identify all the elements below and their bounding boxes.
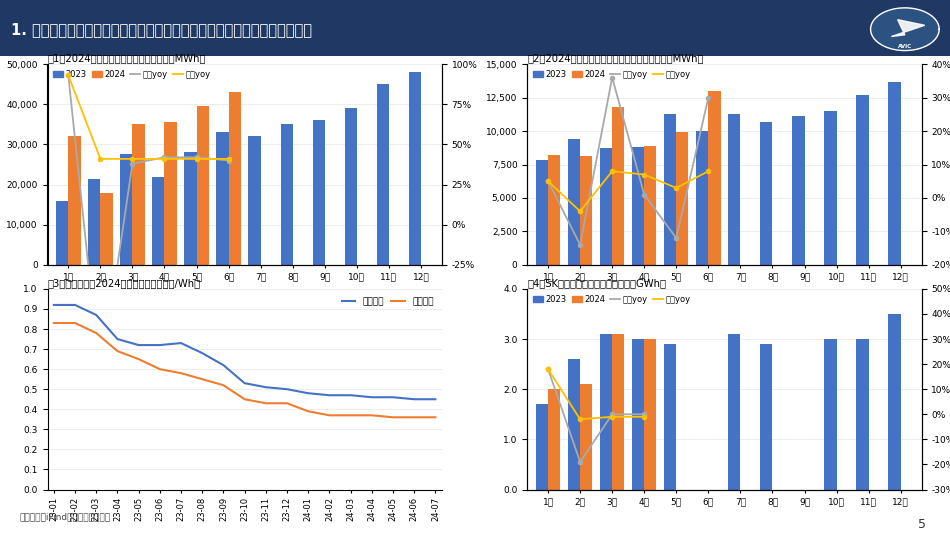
Bar <box>888 314 901 490</box>
Bar <box>164 123 177 265</box>
Text: AVIC: AVIC <box>898 43 912 49</box>
Bar <box>249 136 260 265</box>
Text: 5: 5 <box>919 518 926 531</box>
Bar <box>825 111 837 265</box>
Bar <box>56 201 68 265</box>
Bar <box>664 114 676 265</box>
Bar <box>632 147 644 265</box>
Bar <box>377 84 389 265</box>
Text: 图2：2024年以来锂电池出口同比去年略有增长（MWh）: 图2：2024年以来锂电池出口同比去年略有增长（MWh） <box>527 54 704 64</box>
Bar <box>345 108 357 265</box>
Bar <box>729 334 740 490</box>
Bar <box>121 155 132 265</box>
Bar <box>709 91 720 265</box>
Bar <box>568 139 580 265</box>
Bar <box>217 132 229 265</box>
Bar <box>197 106 209 265</box>
Bar <box>548 155 560 265</box>
Bar <box>580 156 592 265</box>
Bar <box>760 344 772 490</box>
Bar <box>568 359 580 490</box>
Bar <box>792 116 805 265</box>
Bar <box>580 384 592 490</box>
Text: 图1：2024年以来锂电池装机量稳步增长（MWh）: 图1：2024年以来锂电池装机量稳步增长（MWh） <box>48 54 206 64</box>
Legend: 2023, 2024, 单月yoy, 累计yoy: 2023, 2024, 单月yoy, 累计yoy <box>51 68 213 81</box>
Text: 图4：SK全球电池销量增长陷入停滞（GWh）: 图4：SK全球电池销量增长陷入停滞（GWh） <box>527 278 666 288</box>
Bar <box>152 177 164 265</box>
Bar <box>548 389 560 490</box>
Bar <box>536 160 548 265</box>
Bar <box>612 334 624 490</box>
Bar <box>313 120 325 265</box>
Text: 资料来源：iFind，中航证券研究所: 资料来源：iFind，中航证券研究所 <box>19 513 110 522</box>
Polygon shape <box>870 8 940 50</box>
Legend: 2023, 2024, 单月yoy, 累计yoy: 2023, 2024, 单月yoy, 累计yoy <box>531 293 693 305</box>
Bar <box>644 339 656 490</box>
Bar <box>88 179 101 265</box>
Bar <box>408 72 421 265</box>
Bar <box>857 95 868 265</box>
Legend: 2023, 2024, 单月yoy, 累计yoy: 2023, 2024, 单月yoy, 累计yoy <box>531 68 693 81</box>
Bar <box>600 334 612 490</box>
Legend: 三元电芯, 铁锂电芯: 三元电芯, 铁锂电芯 <box>338 293 437 310</box>
Bar <box>632 339 644 490</box>
Bar <box>132 124 144 265</box>
Bar <box>664 344 676 490</box>
Text: 1. 新能源车：锂电池销量稳步增长，海外电池巨头陷入盈利困境或加速出清: 1. 新能源车：锂电池销量稳步增长，海外电池巨头陷入盈利困境或加速出清 <box>11 22 313 37</box>
Bar <box>644 146 656 265</box>
Bar <box>536 404 548 490</box>
FancyBboxPatch shape <box>0 0 950 56</box>
Bar <box>857 339 868 490</box>
Bar <box>600 148 612 265</box>
Bar <box>696 131 709 265</box>
Bar <box>101 193 112 265</box>
Bar <box>612 107 624 265</box>
Bar <box>280 124 293 265</box>
Bar <box>729 114 740 265</box>
Bar <box>229 92 240 265</box>
Bar <box>825 339 837 490</box>
Text: 图3：电芯价格自2024年以来缓慢下跌（元/Wh）: 图3：电芯价格自2024年以来缓慢下跌（元/Wh） <box>48 278 200 288</box>
Bar <box>760 121 772 265</box>
Bar <box>888 81 901 265</box>
Bar <box>68 136 81 265</box>
Bar <box>676 132 689 265</box>
Polygon shape <box>891 20 924 36</box>
Bar <box>184 152 197 265</box>
